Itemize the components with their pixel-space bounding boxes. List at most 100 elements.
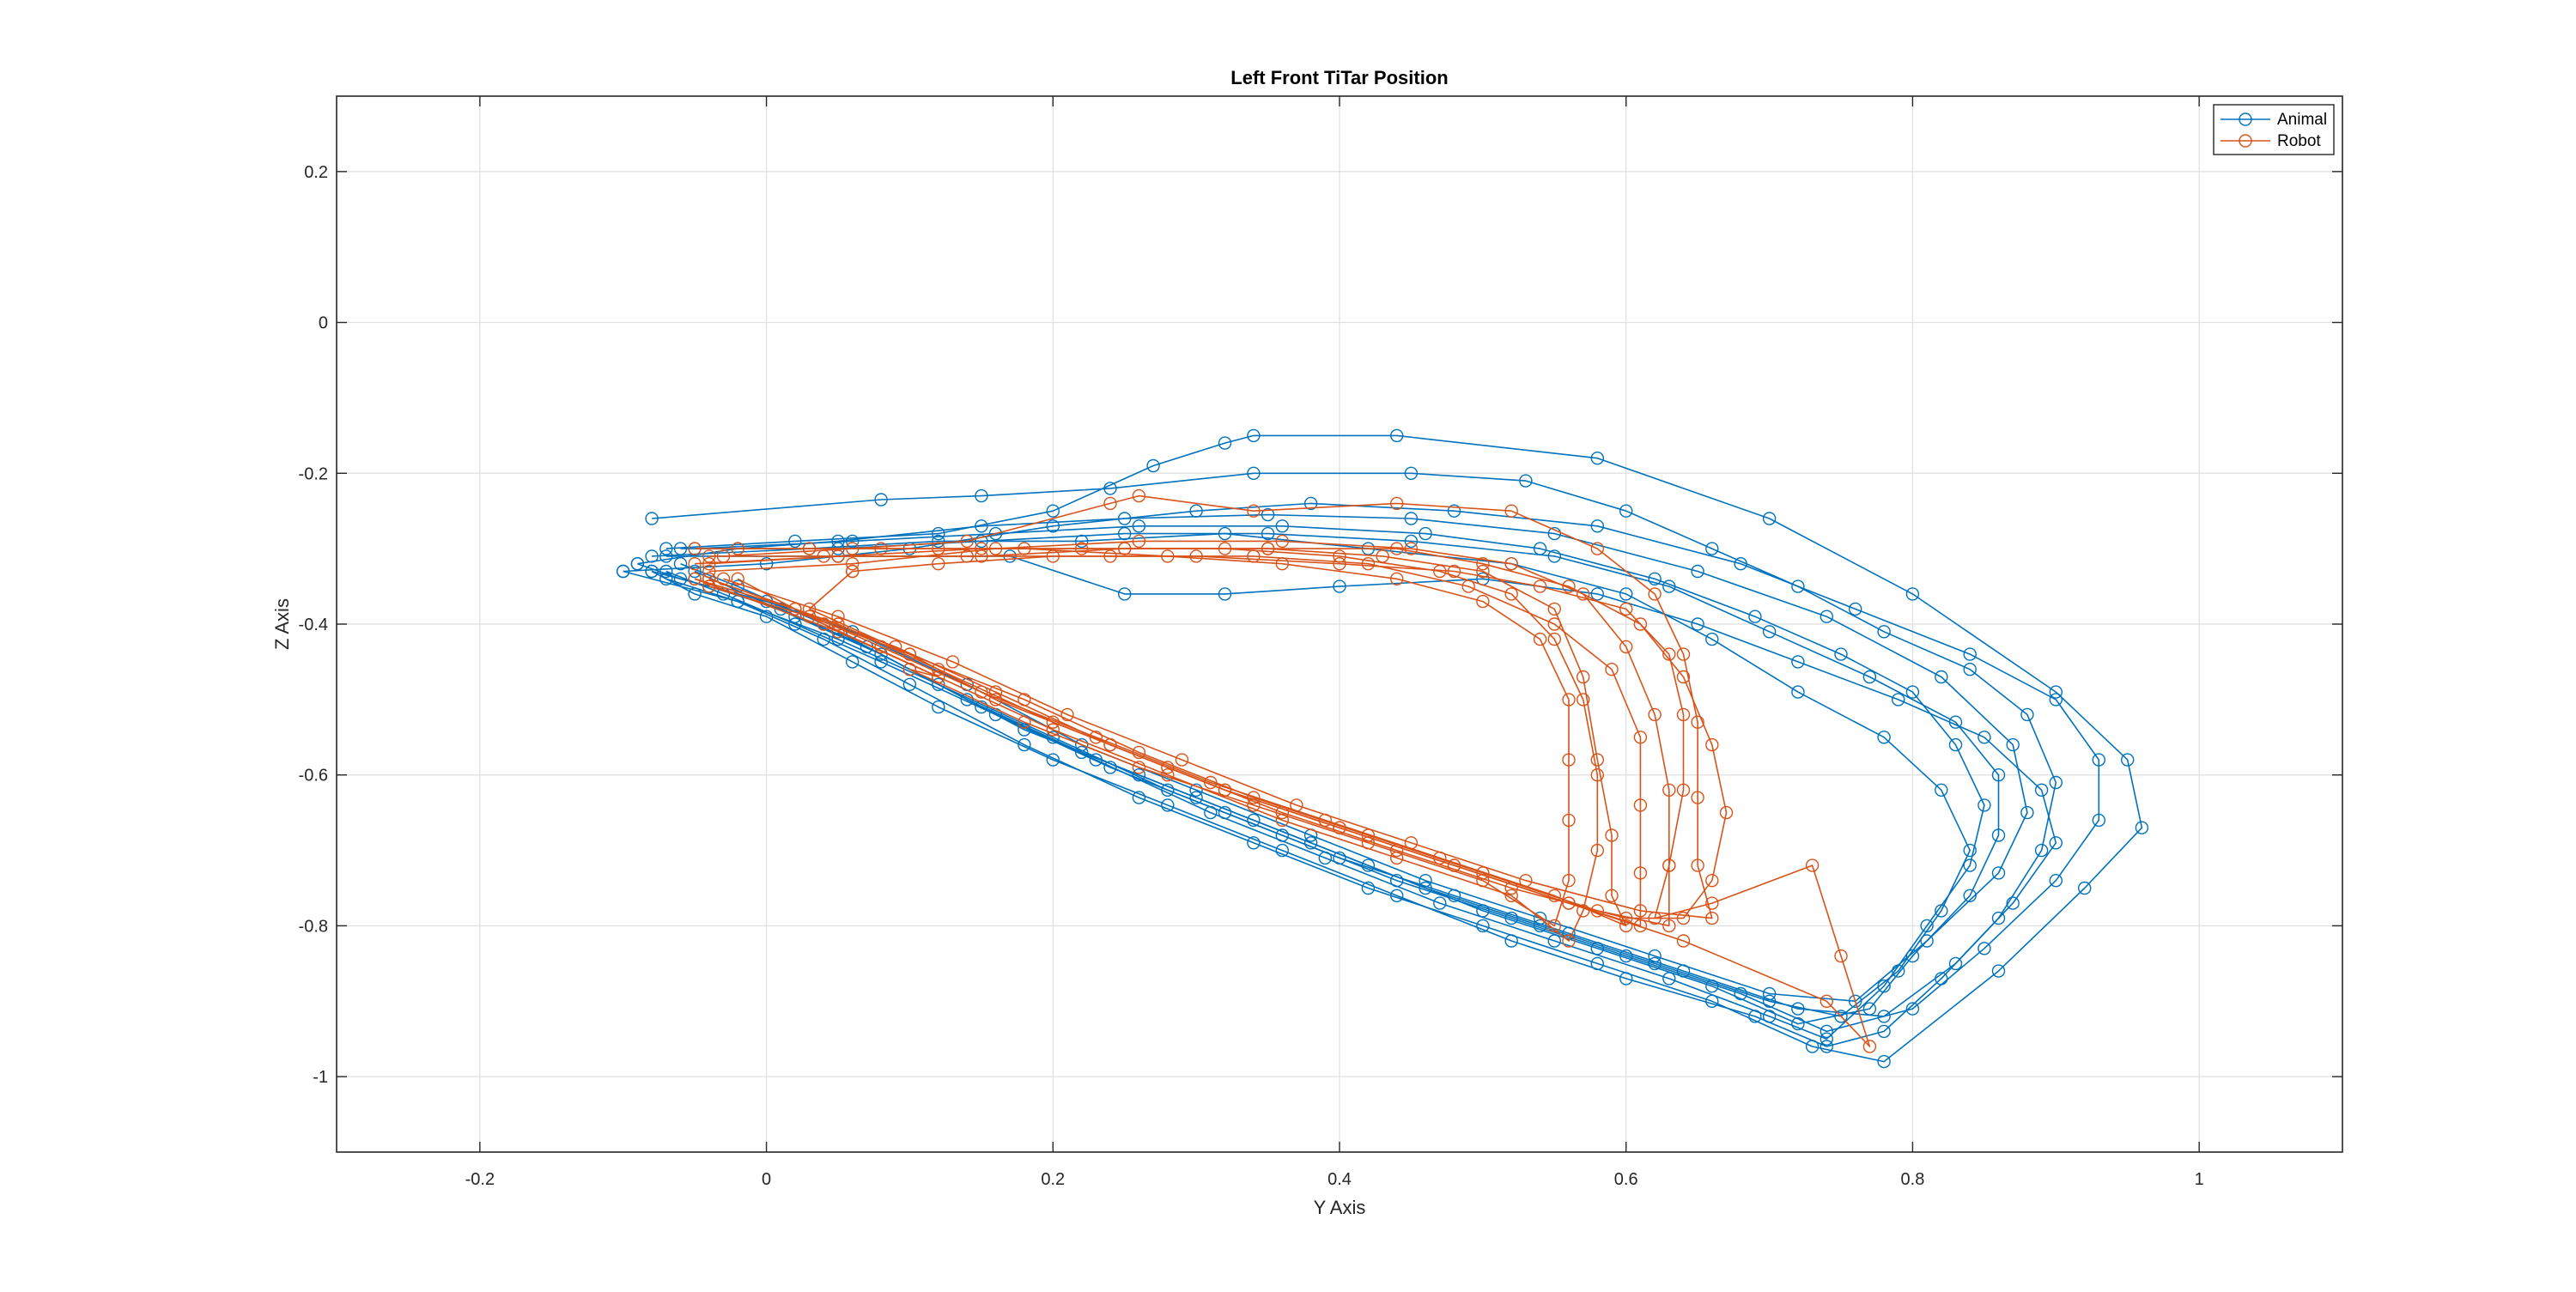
animal-cycle-line — [665, 434, 2143, 1063]
robot-point — [1633, 798, 1648, 812]
robot-point — [1676, 783, 1691, 797]
animal-point — [1905, 587, 1920, 601]
animal-point — [1189, 783, 1203, 797]
robot-point — [1333, 821, 1346, 834]
robot-point — [932, 670, 945, 684]
animal-point — [846, 655, 860, 669]
animal-point — [1762, 625, 1777, 639]
animal-point — [932, 677, 945, 691]
animal-point — [1877, 625, 1891, 639]
robot-cycle-line — [708, 540, 1670, 927]
robot-cycle-line — [723, 494, 1713, 919]
robot-point — [1633, 731, 1648, 744]
robot-point — [716, 572, 731, 585]
animal-point — [1905, 685, 1920, 699]
robot-point — [960, 534, 974, 549]
animal-point — [1247, 813, 1261, 828]
legend-marker-icon — [2239, 134, 2252, 148]
robot-point — [1404, 836, 1419, 850]
animal-point — [1504, 911, 1518, 925]
animal-point — [1805, 1040, 1820, 1053]
robot-point — [1562, 873, 1576, 888]
animal-point — [975, 700, 988, 714]
animal-cycle-line — [651, 532, 1971, 1017]
robot-point — [1705, 737, 1719, 752]
robot-point — [1103, 737, 1117, 752]
animal-point — [1820, 1032, 1834, 1046]
legend-marker-icon — [2239, 112, 2252, 126]
robot-point — [1633, 617, 1648, 631]
robot-point — [1060, 707, 1074, 722]
robot-point — [1662, 783, 1676, 797]
robot-point — [731, 542, 744, 555]
animal-point — [1218, 526, 1232, 541]
animal-point — [1734, 557, 1747, 571]
animal-point — [1218, 587, 1232, 601]
animal-point — [1361, 881, 1376, 895]
robot-point — [1605, 828, 1619, 842]
animal-point — [1547, 549, 1562, 563]
animal-point — [1877, 1024, 1891, 1039]
robot-point — [1662, 919, 1676, 933]
robot-point — [932, 557, 945, 571]
animal-point — [1748, 610, 1762, 623]
animal-point — [1762, 1010, 1777, 1023]
animal-point — [975, 488, 988, 503]
animal-point — [1333, 579, 1346, 593]
animal-point — [1261, 507, 1275, 522]
animal-point — [659, 572, 673, 585]
y-tick-label: -0.2 — [299, 464, 328, 483]
animal-point — [1419, 526, 1432, 541]
animal-point — [1991, 768, 2006, 782]
robot-point — [1389, 542, 1404, 555]
robot-point — [1476, 594, 1490, 609]
animal-point — [645, 549, 659, 563]
animal-point — [2049, 775, 2063, 790]
robot-point — [1132, 745, 1146, 760]
animal-point — [1963, 647, 1977, 661]
robot-point — [1533, 579, 1547, 593]
animal-point — [1590, 452, 1605, 465]
robot-point — [1705, 896, 1719, 910]
animal-point — [1132, 768, 1146, 782]
animal-point — [1963, 858, 1977, 872]
robot-point — [1504, 587, 1518, 601]
legend-entry-robot: Robot — [2221, 132, 2321, 150]
animal-point — [1820, 610, 1834, 623]
robot-point — [1389, 572, 1404, 585]
x-tick-label: 0 — [762, 1170, 771, 1189]
y-tick-label: -0.6 — [299, 767, 328, 786]
animal-point — [2120, 753, 2135, 767]
legend-label: Robot — [2277, 132, 2321, 150]
animal-point — [1705, 542, 1719, 555]
animal-point — [1935, 670, 1948, 684]
animal-point — [630, 557, 645, 571]
robot-point — [1476, 564, 1490, 579]
animal-point — [788, 617, 802, 631]
animal-point — [1117, 526, 1132, 541]
animal-point — [1920, 919, 1934, 933]
robot-point — [1648, 911, 1662, 925]
animal-point — [2006, 737, 2020, 752]
robot-point — [1547, 889, 1562, 903]
robot-point — [1504, 557, 1518, 571]
animal-point — [1476, 919, 1490, 933]
animal-point — [2049, 693, 2063, 707]
animal-point — [831, 632, 845, 646]
animal-point — [1948, 956, 1963, 971]
robot-point — [1562, 813, 1576, 828]
animal-point — [1991, 866, 2006, 880]
robot-point — [988, 693, 1003, 707]
robot-point — [1046, 715, 1060, 729]
robot-point — [902, 647, 917, 661]
robot-point — [1633, 866, 1648, 880]
animal-point — [645, 512, 659, 525]
robot-point — [1547, 632, 1562, 646]
robot-point — [1562, 934, 1576, 948]
animal-point — [1978, 731, 1991, 744]
animal-point — [960, 693, 974, 707]
animal-point — [1791, 1002, 1805, 1016]
robot-point — [1175, 753, 1189, 767]
animal-point — [1389, 428, 1404, 443]
